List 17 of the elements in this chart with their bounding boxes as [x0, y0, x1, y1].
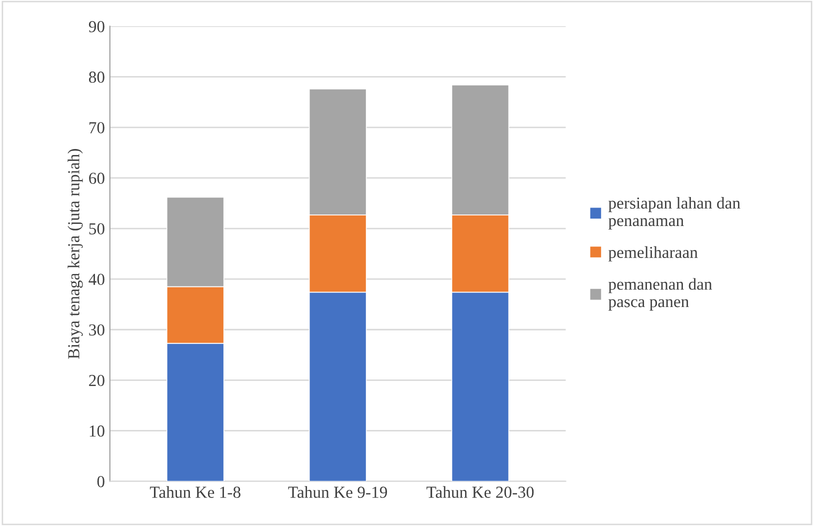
y-tick-label: 10 [90, 425, 104, 437]
y-tick-label: 60 [89, 172, 104, 184]
y-tick-label: 40 [88, 274, 104, 286]
x-tick-label: Tahun Ke 9-19 [288, 486, 387, 498]
y-axis-title: Biaya tenaga kerja (juta rupiah) [68, 149, 83, 359]
legend-label: persiapan lahan dan penanaman [608, 196, 740, 230]
x-tick-label: Tahun Ke 20-30 [426, 486, 534, 498]
y-tick-label: 70 [89, 122, 104, 134]
y-tick-label: 30 [89, 324, 104, 336]
x-tick-label: Tahun Ke 1-8 [150, 486, 240, 498]
legend-label: pemanenan dan pasca panen [608, 278, 712, 311]
y-tick-label: 90 [88, 21, 104, 32]
y-tick-label: 0 [97, 476, 104, 488]
y-tick-label: 20 [89, 374, 104, 386]
legend-label: pemeliharaan [608, 246, 698, 262]
y-tick-label: 80 [89, 72, 104, 83]
y-tick-label: 50 [89, 223, 104, 234]
